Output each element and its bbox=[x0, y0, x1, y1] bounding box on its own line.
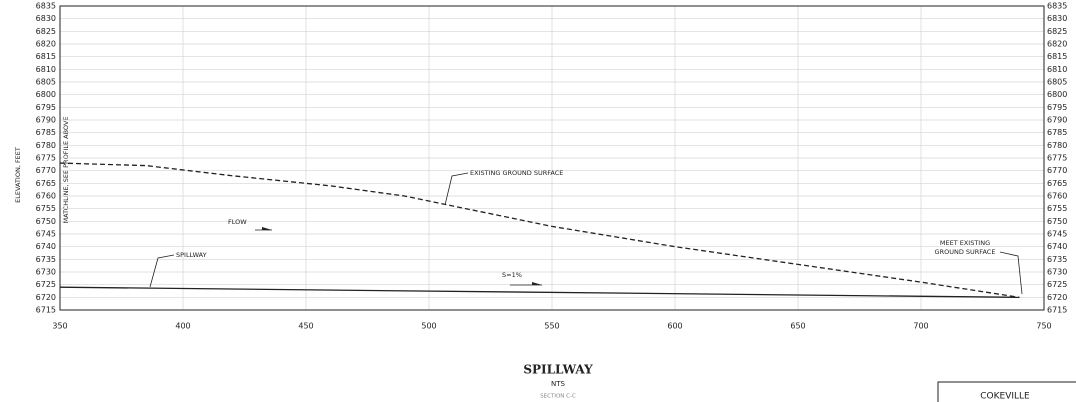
x-tick-label: 350 bbox=[52, 322, 67, 331]
y2-tick-label: 6790 bbox=[1047, 116, 1067, 125]
y-tick-label: 6825 bbox=[36, 27, 56, 36]
x-tick-label: 550 bbox=[544, 322, 559, 331]
matchline-label: MATCHLINE, SEE PROFILE ABOVE bbox=[62, 117, 70, 224]
y-tick-label: 6720 bbox=[36, 293, 56, 302]
annotation: S=1% bbox=[502, 271, 522, 279]
y2-tick-label: 6755 bbox=[1047, 204, 1067, 213]
y2-tick-label: 6810 bbox=[1047, 65, 1067, 74]
profile-line bbox=[59, 162, 1020, 298]
y2-tick-label: 6835 bbox=[1047, 2, 1067, 11]
leader bbox=[999, 251, 1023, 295]
y2-tick-label: 6715 bbox=[1047, 306, 1067, 315]
y-tick-label: 6735 bbox=[36, 255, 56, 264]
y-tick-label: 6805 bbox=[36, 78, 56, 87]
x-tick-label: 500 bbox=[421, 322, 436, 331]
leader bbox=[444, 172, 469, 206]
plot-frame bbox=[59, 5, 1045, 311]
y2-tick-label: 6725 bbox=[1047, 280, 1067, 289]
annotation: EXISTING GROUND SURFACE bbox=[470, 169, 563, 177]
profile-line bbox=[59, 286, 1020, 298]
y-tick-label: 6755 bbox=[36, 204, 56, 213]
y-tick-label: 6830 bbox=[36, 14, 56, 23]
annotation: SPILLWAY bbox=[176, 251, 207, 259]
annotation: GROUND SURFACE bbox=[935, 248, 996, 256]
y2-tick-label: 6730 bbox=[1047, 268, 1067, 277]
y-tick-label: 6810 bbox=[36, 65, 56, 74]
y-tick-label: 6765 bbox=[36, 179, 56, 188]
y-tick-label: 6800 bbox=[36, 90, 56, 99]
y-tick-label: 6740 bbox=[36, 242, 56, 251]
y-tick-label: 6785 bbox=[36, 128, 56, 137]
y-tick-label: 6750 bbox=[36, 217, 56, 226]
x-tick-label: 400 bbox=[175, 322, 190, 331]
y2-tick-label: 6815 bbox=[1047, 52, 1067, 61]
y-tick-label: 6775 bbox=[36, 154, 56, 163]
subtitle: NTS bbox=[551, 380, 566, 388]
y-tick-label: 6745 bbox=[36, 230, 56, 239]
y2-tick-label: 6795 bbox=[1047, 103, 1067, 112]
y-tick-label: 6760 bbox=[36, 192, 56, 201]
section-label: SECTION C-C bbox=[540, 394, 576, 400]
y2-tick-label: 6750 bbox=[1047, 217, 1067, 226]
y2-tick-label: 6735 bbox=[1047, 255, 1067, 264]
y-tick-label: 6770 bbox=[36, 166, 56, 175]
y2-tick-label: 6805 bbox=[1047, 78, 1067, 87]
y-tick-label: 6795 bbox=[36, 103, 56, 112]
y2-tick-label: 6770 bbox=[1047, 166, 1067, 175]
y-tick-label: 6730 bbox=[36, 268, 56, 277]
y2-tick-label: 6830 bbox=[1047, 14, 1067, 23]
y-tick-label: 6780 bbox=[36, 141, 56, 150]
arrowhead bbox=[262, 227, 272, 230]
y2-tick-label: 6760 bbox=[1047, 192, 1067, 201]
y2-tick-label: 6785 bbox=[1047, 128, 1067, 137]
y-axis-label: ELEVATION, FEET bbox=[14, 147, 22, 203]
y2-tick-label: 6720 bbox=[1047, 293, 1067, 302]
x-tick-label: 650 bbox=[790, 322, 805, 331]
arrowhead bbox=[532, 282, 542, 285]
y-tick-label: 6725 bbox=[36, 280, 56, 289]
y2-tick-label: 6820 bbox=[1047, 40, 1067, 49]
y2-tick-label: 6800 bbox=[1047, 90, 1067, 99]
x-tick-label: 700 bbox=[913, 322, 928, 331]
title-block-text: COKEVILLE bbox=[980, 392, 1030, 402]
annotation: FLOW bbox=[228, 218, 247, 226]
y2-tick-label: 6765 bbox=[1047, 179, 1067, 188]
x-tick-label: 750 bbox=[1036, 322, 1051, 331]
x-tick-label: 450 bbox=[298, 322, 313, 331]
y2-tick-label: 6740 bbox=[1047, 242, 1067, 251]
y-tick-label: 6790 bbox=[36, 116, 56, 125]
x-tick-label: 600 bbox=[667, 322, 682, 331]
y2-tick-label: 6745 bbox=[1047, 230, 1067, 239]
y-tick-label: 6835 bbox=[36, 2, 56, 11]
annotation: MEET EXISTING bbox=[940, 239, 990, 247]
y2-tick-label: 6780 bbox=[1047, 141, 1067, 150]
title-block bbox=[937, 381, 1076, 402]
chart-title: SPILLWAY bbox=[523, 363, 593, 377]
leader bbox=[149, 254, 175, 288]
y-tick-label: 6820 bbox=[36, 40, 56, 49]
y2-tick-label: 6825 bbox=[1047, 27, 1067, 36]
y2-tick-label: 6775 bbox=[1047, 154, 1067, 163]
y-tick-label: 6715 bbox=[36, 306, 56, 315]
y-tick-label: 6815 bbox=[36, 52, 56, 61]
